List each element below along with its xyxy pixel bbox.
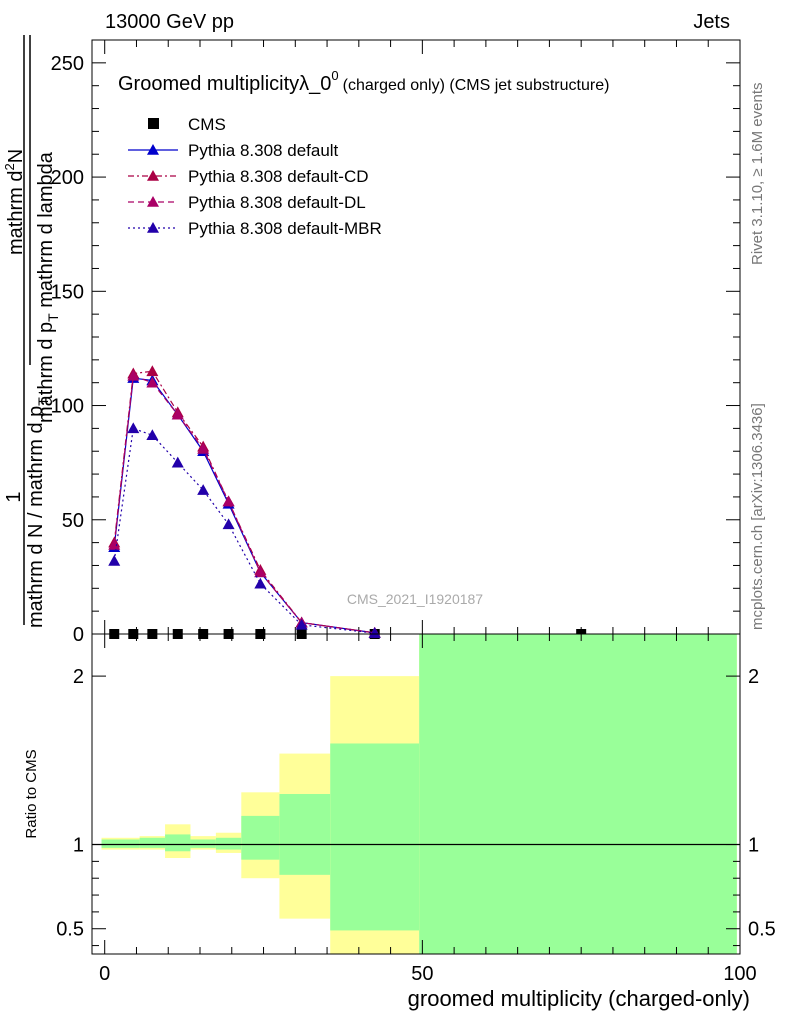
watermark: CMS_2021_I1920187	[347, 591, 483, 607]
legend-label: Pythia 8.308 default-MBR	[188, 219, 382, 238]
xtick-label: 100	[723, 963, 756, 985]
ylabel-one: 1	[3, 491, 25, 502]
series-line	[113, 427, 375, 634]
ratio-bands-group	[92, 634, 740, 954]
main-ytick-label: 50	[62, 510, 84, 532]
series-4	[108, 422, 381, 638]
series-point	[197, 484, 210, 495]
legend-item: Pythia 8.308 default-DL	[128, 193, 366, 212]
main-ylabel: 1 mathrm d N / mathrm d pT mathrm d2N ma…	[2, 35, 61, 628]
plot-title-main: Groomed multiplicityλ_0	[118, 73, 331, 95]
series-point	[254, 566, 267, 578]
ratio-band-stat	[165, 834, 191, 852]
ylabel-denominator-sub: T	[35, 397, 51, 406]
ratio-ytick-label: 0.5	[56, 919, 84, 941]
main-ytick-label: 150	[51, 281, 84, 303]
ylabel-fraction-post: mathrm d lambda	[35, 151, 57, 313]
series-point	[222, 518, 235, 530]
legend-swatch-marker	[147, 144, 159, 155]
series-point	[146, 429, 159, 441]
ratio-band-stat	[279, 794, 331, 875]
series-point	[368, 627, 381, 638]
main-ytick-label: 0	[73, 624, 84, 646]
plot-title-note: (charged only) (CMS jet substructure)	[343, 77, 610, 94]
ratio-ytick-label: 1	[73, 835, 84, 857]
legend-item: CMS	[148, 115, 226, 134]
ratio-band-stat	[330, 743, 420, 931]
ylabel-fraction: mathrm d pT mathrm d lambda	[35, 151, 61, 423]
xtick-label: 0	[99, 963, 110, 985]
ratio-plot-panel: 0.5 0.5 1 1 2 2 0 50 100	[56, 633, 776, 985]
legend: CMS Pythia 8.308 default Pythia 8.308 defa…	[128, 115, 382, 238]
legend-swatch-marker	[147, 222, 159, 233]
legend-item: Pythia 8.308 default-MBR	[128, 219, 382, 238]
main-ytick-label: 250	[51, 53, 84, 75]
plot-title: Groomed multiplicityλ_00 (charged only) (…	[118, 68, 609, 95]
series-point	[222, 495, 235, 507]
legend-swatch-marker	[147, 170, 159, 181]
series-point	[171, 456, 184, 468]
ylabel-fraction-text: mathrm d p	[35, 322, 57, 423]
ratio-band-stat	[241, 815, 280, 860]
ratio-band-stat	[139, 837, 166, 848]
ylabel-numerator-pre: mathrm d	[5, 171, 27, 255]
ratio-band-stat	[419, 634, 737, 954]
ratio-ytick-label-right: 2	[748, 666, 759, 688]
ratio-ytick-label-right: 1	[748, 835, 759, 857]
series-1	[108, 372, 381, 638]
main-ytick-label: 200	[51, 167, 84, 189]
ratio-band-stat	[101, 839, 140, 848]
ylabel-denominator-text: mathrm d N / mathrm d p	[25, 406, 47, 628]
series-point	[146, 376, 159, 388]
series-point	[197, 442, 210, 454]
xtick-label: 50	[411, 963, 433, 985]
ylabel-numerator: mathrm d2N	[2, 149, 27, 255]
series-point	[108, 554, 121, 566]
ratio-ylabel: Ratio to CMS	[23, 749, 40, 838]
main-ytick-label: 100	[51, 396, 84, 418]
legend-label: Pythia 8.308 default-CD	[188, 167, 369, 186]
ratio-ytick-label: 2	[73, 666, 84, 688]
series-line	[113, 375, 375, 634]
series-line	[113, 377, 375, 634]
legend-label: CMS	[188, 115, 226, 134]
ylabel-fraction-sub: T	[45, 313, 61, 322]
x-axis-label: groomed multiplicity (charged-only)	[408, 986, 750, 1011]
series-point	[146, 365, 159, 377]
series-3	[108, 369, 381, 638]
ratio-band-stat	[215, 837, 242, 850]
series-point	[254, 577, 267, 589]
energy-label: 13000 GeV pp	[105, 11, 234, 33]
legend-label: Pythia 8.308 default	[188, 141, 339, 160]
series-2	[108, 365, 381, 638]
series-line	[113, 370, 375, 634]
ratio-axis-ticks: 0.5 0.5 1 1 2 2 0 50 100	[56, 634, 776, 985]
ylabel-numerator-sup: 2	[2, 163, 17, 170]
series-point	[171, 408, 184, 420]
legend-item: Pythia 8.308 default	[128, 141, 339, 160]
series-point	[127, 422, 140, 434]
main-plot-panel: 0 50 100 150 200 250 CMS_2021_I1920187	[51, 39, 741, 646]
legend-item: Pythia 8.308 default-CD	[128, 167, 369, 186]
series-point	[108, 538, 121, 550]
main-axis-ticks: 0 50 100 150 200 250	[51, 39, 741, 646]
rivet-label: Rivet 3.1.10, ≥ 1.6M events	[749, 83, 766, 266]
category-label: Jets	[693, 11, 730, 33]
legend-label: Pythia 8.308 default-DL	[188, 193, 366, 212]
ratio-frame	[91, 633, 741, 955]
series-point	[295, 618, 308, 630]
legend-swatch	[148, 118, 159, 129]
ylabel-denominator: mathrm d N / mathrm d pT	[25, 397, 51, 628]
ratio-ytick-label-right: 0.5	[748, 919, 776, 941]
ratio-band-stat	[190, 839, 216, 848]
ylabel-numerator-post: N	[5, 149, 27, 163]
legend-swatch-marker	[147, 196, 159, 207]
series-point	[127, 369, 140, 381]
mcplots-label: mcplots.cern.ch [arXiv:1306.3436]	[749, 403, 766, 630]
plot-title-sup: 0	[331, 68, 338, 83]
